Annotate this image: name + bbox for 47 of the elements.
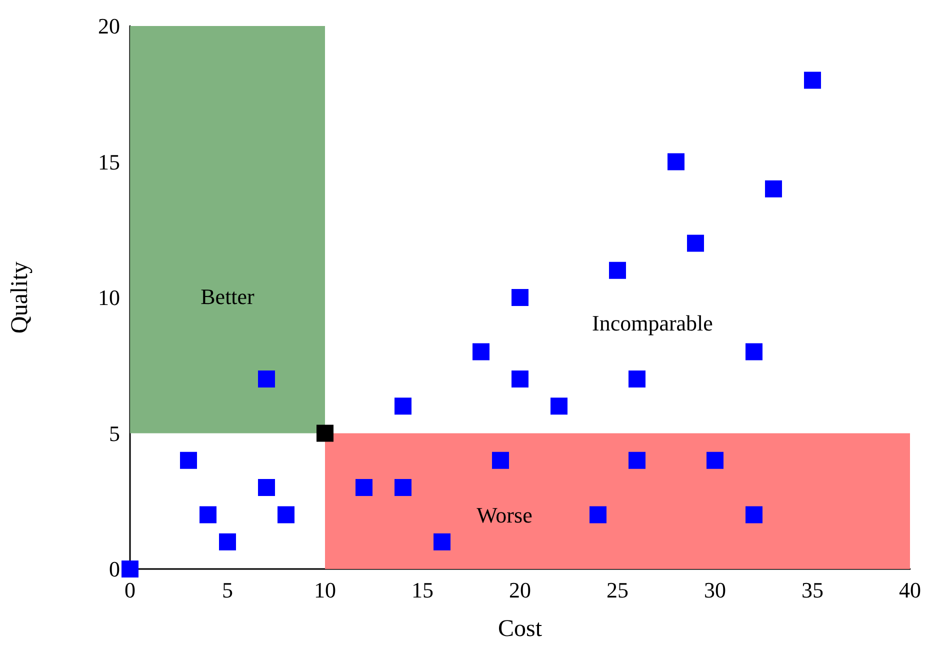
y-tick-label: 20 bbox=[98, 14, 120, 38]
x-axis-title: Cost bbox=[498, 616, 542, 642]
point bbox=[765, 180, 782, 198]
point bbox=[356, 479, 372, 496]
point bbox=[122, 560, 138, 578]
x-tick-label: 5 bbox=[222, 578, 233, 602]
point bbox=[512, 370, 528, 388]
x-tick-label: 10 bbox=[314, 578, 336, 602]
point bbox=[628, 452, 646, 469]
point bbox=[668, 153, 684, 170]
annotation: Incomparable bbox=[592, 310, 713, 336]
y-tick-label: 0 bbox=[109, 556, 120, 582]
x-tick-label: 15 bbox=[412, 578, 434, 602]
point bbox=[706, 452, 724, 469]
y-tick-label: 15 bbox=[98, 149, 120, 174]
point bbox=[316, 424, 334, 442]
x-tick-label: 20 bbox=[509, 578, 531, 602]
point bbox=[492, 452, 509, 469]
point bbox=[609, 262, 626, 279]
point bbox=[590, 506, 606, 524]
point bbox=[180, 452, 197, 469]
point bbox=[512, 289, 528, 306]
point bbox=[434, 533, 450, 550]
y-tick-label: 5 bbox=[109, 420, 120, 446]
point bbox=[394, 479, 412, 496]
point bbox=[550, 398, 568, 415]
x-tick-label: 30 bbox=[704, 578, 726, 602]
point bbox=[219, 533, 236, 550]
point bbox=[746, 343, 762, 360]
y-tick-label: 10 bbox=[98, 285, 120, 310]
point bbox=[200, 506, 216, 524]
x-tick-label: 35 bbox=[802, 578, 824, 602]
band-label: Worse bbox=[476, 502, 532, 528]
point bbox=[278, 506, 294, 524]
x-tick-label: 40 bbox=[899, 578, 921, 602]
point bbox=[394, 398, 412, 415]
x-tick-label: 25 bbox=[606, 578, 628, 602]
x-tick-label: 0 bbox=[124, 578, 136, 602]
point bbox=[258, 479, 275, 496]
point bbox=[472, 343, 490, 360]
point bbox=[687, 234, 704, 252]
point bbox=[258, 370, 275, 388]
y-axis-title: Quality bbox=[7, 262, 33, 334]
band-label: Better bbox=[200, 284, 256, 310]
point bbox=[628, 370, 646, 388]
point bbox=[804, 72, 821, 89]
point bbox=[746, 506, 762, 524]
